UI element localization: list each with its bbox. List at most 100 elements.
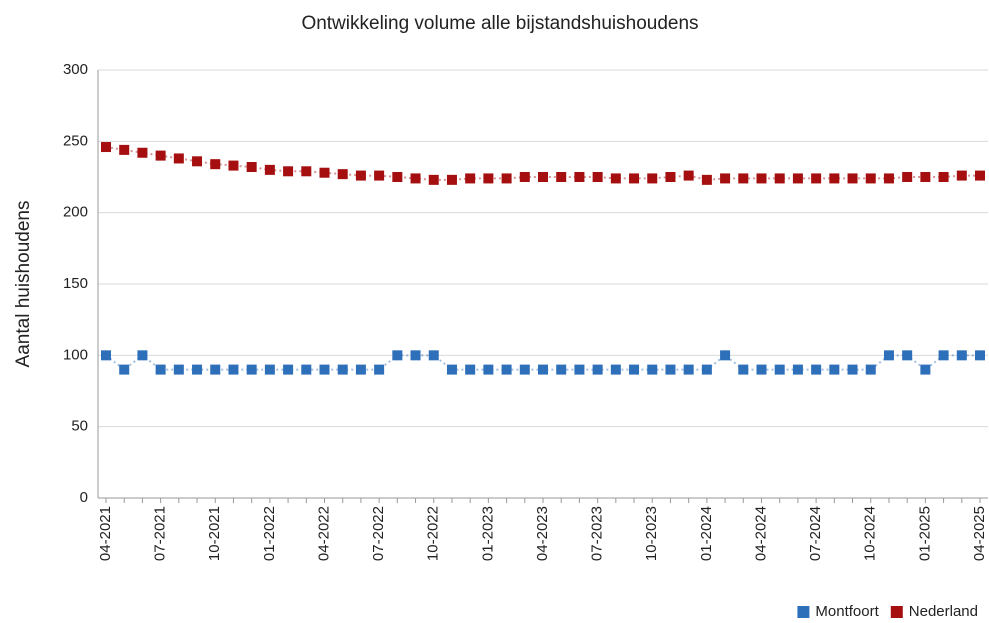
data-point xyxy=(538,172,548,182)
data-point xyxy=(592,172,603,182)
data-point xyxy=(337,169,348,180)
y-tick-label: 200 xyxy=(63,204,88,221)
legend-label: Nederland xyxy=(909,603,978,620)
y-tick-label: 50 xyxy=(71,418,88,435)
data-point xyxy=(883,173,894,184)
data-point xyxy=(792,173,803,184)
data-point xyxy=(301,166,312,177)
data-point xyxy=(738,173,749,184)
data-point xyxy=(847,173,858,184)
data-point xyxy=(283,166,294,177)
data-point xyxy=(264,364,275,375)
data-point xyxy=(246,364,257,375)
legend-label: Montfoort xyxy=(815,603,879,620)
data-point xyxy=(264,164,275,175)
data-point xyxy=(192,156,203,167)
data-point xyxy=(319,167,330,178)
data-point xyxy=(465,364,476,375)
data-point xyxy=(610,364,621,375)
data-point xyxy=(355,364,366,375)
data-point xyxy=(155,150,166,161)
data-point xyxy=(920,172,931,182)
data-point xyxy=(228,160,239,171)
data-point xyxy=(683,170,694,181)
data-point xyxy=(173,364,184,375)
data-point xyxy=(465,173,476,184)
data-point xyxy=(519,364,530,375)
data-point xyxy=(610,173,621,184)
x-tick-label: 10-2024 xyxy=(862,506,879,561)
x-tick-label: 07-2021 xyxy=(152,506,169,561)
data-point xyxy=(811,173,822,184)
data-point xyxy=(629,173,640,184)
data-point xyxy=(938,172,949,182)
data-point xyxy=(410,350,421,361)
x-tick-label: 07-2023 xyxy=(589,506,606,561)
data-point xyxy=(301,364,312,375)
data-point xyxy=(210,364,221,375)
data-point xyxy=(446,174,457,185)
data-point xyxy=(483,173,494,184)
y-tick-label: 250 xyxy=(63,132,88,149)
data-point xyxy=(956,350,967,361)
data-point xyxy=(829,173,840,184)
data-point xyxy=(629,364,640,375)
data-point xyxy=(210,159,221,170)
data-point xyxy=(647,364,658,375)
y-tick-label: 0 xyxy=(80,489,88,506)
data-point xyxy=(483,364,494,375)
x-tick-label: 01-2022 xyxy=(261,506,278,561)
data-point xyxy=(938,350,949,361)
data-point xyxy=(428,174,439,185)
x-tick-label: 04-2021 xyxy=(97,506,114,561)
x-tick-label: 01-2023 xyxy=(479,506,496,561)
data-point xyxy=(538,364,548,375)
data-point xyxy=(173,153,184,164)
data-point xyxy=(811,364,822,375)
x-tick-label: 10-2023 xyxy=(643,506,660,561)
data-point xyxy=(119,364,130,375)
data-point xyxy=(556,364,567,375)
x-tick-label: 07-2024 xyxy=(807,506,824,561)
x-tick-label: 04-2025 xyxy=(971,506,988,561)
data-point xyxy=(355,170,366,181)
data-point xyxy=(556,172,567,182)
data-point xyxy=(574,172,585,182)
legend-swatch xyxy=(890,606,903,618)
data-point xyxy=(428,350,439,361)
data-point xyxy=(574,364,585,375)
data-point xyxy=(865,364,876,375)
data-point xyxy=(392,172,403,182)
data-point xyxy=(865,173,876,184)
data-point xyxy=(137,350,148,361)
data-point xyxy=(446,364,457,375)
data-point xyxy=(192,364,203,375)
legend-swatch xyxy=(797,606,810,618)
data-point xyxy=(101,350,111,361)
data-point xyxy=(920,364,931,375)
data-point xyxy=(720,350,731,361)
data-point xyxy=(410,173,421,184)
data-point xyxy=(683,364,694,375)
data-point xyxy=(829,364,840,375)
y-axis-label: Aantal huishoudens xyxy=(13,201,34,368)
data-point xyxy=(319,364,330,375)
chart-title: Ontwikkeling volume alle bijstandshuisho… xyxy=(301,13,698,34)
data-point xyxy=(902,350,913,361)
data-point xyxy=(283,364,294,375)
data-point xyxy=(119,144,130,155)
data-point xyxy=(792,364,803,375)
data-point xyxy=(774,173,785,184)
data-point xyxy=(902,172,913,182)
data-point xyxy=(847,364,858,375)
x-tick-label: 04-2024 xyxy=(752,506,769,561)
data-point xyxy=(137,147,148,158)
data-point xyxy=(155,364,166,375)
data-point xyxy=(774,364,785,375)
data-point xyxy=(392,350,403,361)
x-tick-label: 04-2023 xyxy=(534,506,551,561)
data-point xyxy=(975,350,985,361)
data-point xyxy=(975,170,985,181)
x-tick-label: 07-2022 xyxy=(370,506,387,561)
